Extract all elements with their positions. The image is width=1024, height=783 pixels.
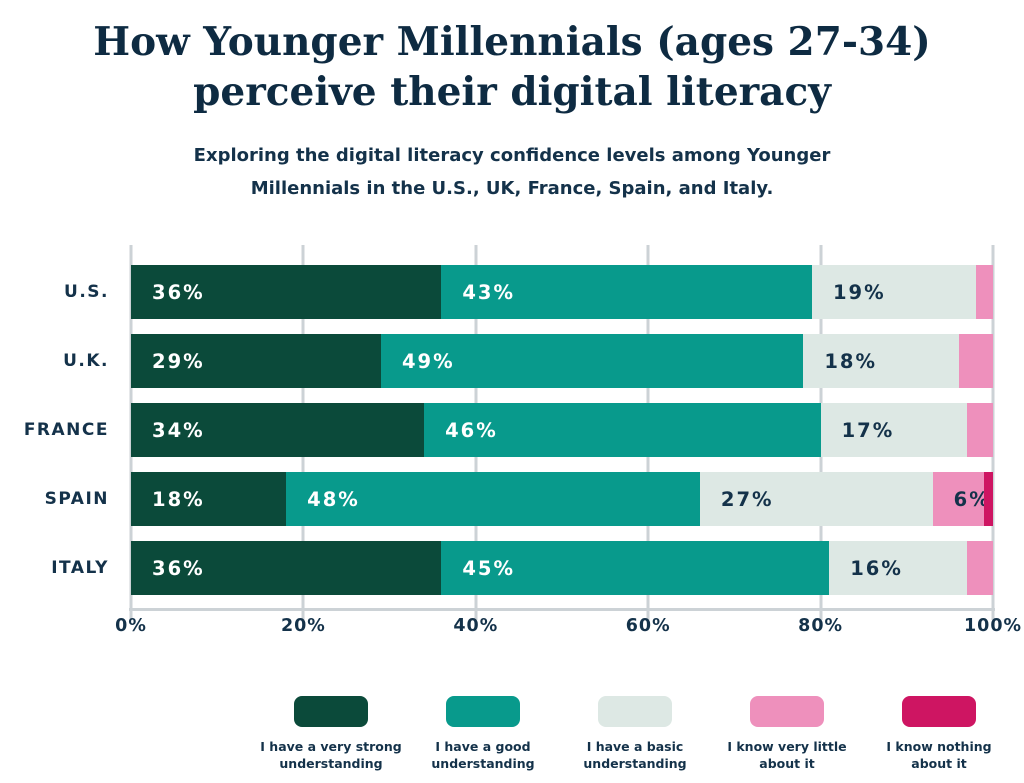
category-label-spain: SPAIN [44, 489, 109, 509]
x-axis-tick-label-0pct: 0% [115, 616, 147, 636]
chart-title: How Younger Millennials (ages 27-34) per… [0, 0, 1024, 117]
bar-segment-spain-iknowverylittleaboutit: 6% [932, 472, 989, 526]
x-axis-tick-100pct [991, 611, 995, 620]
chart-subtitle-line1: Exploring the digital literacy confidenc… [193, 145, 831, 166]
bar-row-uk: 29% 49% 18% [131, 334, 993, 388]
legend-label-ihaveagoodunderstanding: I have a good understanding [407, 738, 559, 772]
chart-title-line2: perceive their digital literacy [193, 69, 831, 115]
x-axis-tick-60pct [646, 611, 650, 620]
x-axis-tick-20pct [301, 611, 305, 620]
legend-swatch-ihaveaverystrongunderstanding [294, 696, 368, 727]
x-axis-tick-40pct [474, 611, 478, 620]
legend-item-iknowverylittleaboutit: I know very little about it [711, 696, 863, 772]
plot-area: 0% 20% 40% 60% 80% 100% U.S. 36% 43% 19% U.K. 29% 49… [24, 245, 1021, 636]
bar-segment-uk-ihaveabasicunderstanding: 18% [803, 334, 959, 388]
bar-value-label-spain-2: 27% [720, 487, 774, 511]
bar-segment-italy-iknowverylittleaboutit [967, 541, 993, 595]
x-axis-tick-label-20pct: 20% [280, 616, 326, 636]
legend-label-line: I know very little [727, 739, 847, 754]
bar-segment-france-ihaveaverystrongunderstanding: 34% [131, 403, 425, 457]
legend-swatch-ihaveagoodunderstanding [446, 696, 520, 727]
bar-value-label-us-2: 19% [832, 280, 886, 304]
bar-value-label-uk-2: 18% [824, 349, 878, 373]
legend-label-line: understanding [279, 756, 383, 771]
legend-label-ihaveaverystrongunderstanding: I have a very strong understanding [255, 738, 407, 772]
bar-value-label-italy-0: 36% [152, 556, 205, 580]
x-axis-line [129, 608, 995, 611]
chart-legend: I have a very strong understanding I have … [255, 696, 1015, 772]
bar-segment-uk-ihaveaverystrongunderstanding: 29% [131, 334, 381, 388]
bar-segment-italy-ihaveagoodunderstanding: 45% [441, 541, 830, 595]
bar-value-label-italy-1: 45% [462, 556, 515, 580]
bar-segment-uk-ihaveagoodunderstanding: 49% [380, 334, 804, 388]
category-label-us: U.S. [64, 282, 109, 302]
legend-label-line: understanding [431, 756, 535, 771]
legend-label-line: about it [759, 756, 815, 771]
category-label-uk: U.K. [63, 351, 109, 371]
bar-segment-italy-ihaveabasicunderstanding: 16% [829, 541, 968, 595]
bar-segment-uk-iknowverylittleaboutit [958, 334, 993, 388]
legend-label-line: I know nothing [886, 739, 992, 754]
bar-value-label-france-0: 34% [152, 418, 205, 442]
category-label-france: FRANCE [23, 420, 109, 440]
legend-label-line: I have a good [435, 739, 531, 754]
bar-value-label-us-0: 36% [152, 280, 205, 304]
legend-label-iknowverylittleaboutit: I know very little about it [711, 738, 863, 772]
legend-label-line: about it [911, 756, 967, 771]
x-axis-tick-label-80pct: 80% [798, 616, 844, 636]
bar-value-label-uk-1: 49% [401, 349, 455, 373]
bar-row-italy: 36% 45% 16% [131, 541, 993, 595]
bar-value-label-us-1: 43% [462, 280, 515, 304]
bar-row-spain: 18% 48% 27% 6% [131, 472, 993, 526]
legend-label-ihaveabasicunderstanding: I have a basic understanding [559, 738, 711, 772]
legend-item-iknownothingaboutit: I know nothing about it [863, 696, 1015, 772]
legend-label-line: I have a basic [586, 739, 684, 754]
legend-item-ihaveaverystrongunderstanding: I have a very strong understanding [255, 696, 407, 772]
legend-label-line: understanding [583, 756, 687, 771]
chart-subtitle-line2: Millennials in the U.S., UK, France, Spa… [250, 178, 774, 199]
bar-segment-italy-ihaveaverystrongunderstanding: 36% [131, 541, 442, 595]
x-axis-tick-label-60pct: 60% [625, 616, 671, 636]
legend-item-ihaveabasicunderstanding: I have a basic understanding [559, 696, 711, 772]
legend-swatch-iknowverylittleaboutit [750, 696, 824, 727]
legend-label-iknownothingaboutit: I know nothing about it [863, 738, 1015, 772]
bar-value-label-spain-0: 18% [152, 487, 205, 511]
bar-segment-spain-iknownothingaboutit [984, 472, 993, 526]
bar-value-label-uk-0: 29% [152, 349, 205, 373]
bar-value-label-france-2: 17% [841, 418, 895, 442]
bar-segment-us-ihaveaverystrongunderstanding: 36% [131, 265, 442, 319]
chart-subtitle: Exploring the digital literacy confidenc… [0, 139, 1024, 205]
legend-swatch-iknownothingaboutit [902, 696, 976, 727]
category-label-italy: ITALY [51, 558, 109, 578]
x-axis-tick-80pct [819, 611, 823, 620]
bar-row-us: 36% 43% 19% [131, 265, 993, 319]
x-axis-tick-0pct [129, 611, 133, 620]
bar-row-france: 34% 46% 17% [131, 403, 993, 457]
bar-segment-france-ihaveagoodunderstanding: 46% [424, 403, 821, 457]
chart-title-line1: How Younger Millennials (ages 27-34) [93, 19, 931, 65]
bar-value-label-italy-2: 16% [850, 556, 903, 580]
bar-value-label-spain-3: 6% [953, 487, 991, 511]
legend-item-ihaveagoodunderstanding: I have a good understanding [407, 696, 559, 772]
bar-segment-spain-ihaveabasicunderstanding: 27% [699, 472, 933, 526]
bar-segment-france-ihaveabasicunderstanding: 17% [820, 403, 968, 457]
legend-label-line: I have a very strong [260, 739, 402, 754]
bar-value-label-spain-1: 48% [307, 487, 360, 511]
bar-segment-us-ihaveabasicunderstanding: 19% [811, 265, 976, 319]
bar-segment-us-iknowverylittleaboutit [975, 265, 993, 319]
bar-segment-france-iknowverylittleaboutit [967, 403, 993, 457]
bar-segment-spain-ihaveagoodunderstanding: 48% [286, 472, 700, 526]
bar-segment-spain-ihaveaverystrongunderstanding: 18% [131, 472, 287, 526]
x-axis-tick-label-100pct: 100% [963, 616, 1023, 636]
bar-value-label-france-1: 46% [445, 418, 498, 442]
bar-segment-us-ihaveagoodunderstanding: 43% [441, 265, 812, 319]
legend-swatch-ihaveabasicunderstanding [598, 696, 672, 727]
gridline-100pct [991, 245, 995, 611]
x-axis-tick-label-40pct: 40% [453, 616, 499, 636]
